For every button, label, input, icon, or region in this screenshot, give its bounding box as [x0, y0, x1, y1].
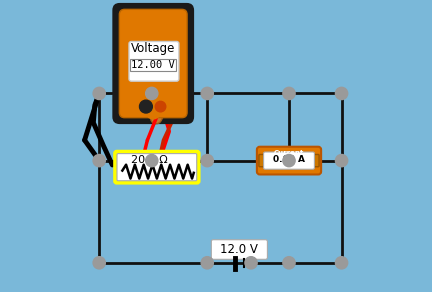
FancyBboxPatch shape: [117, 154, 197, 181]
FancyBboxPatch shape: [257, 147, 321, 175]
Circle shape: [146, 87, 158, 100]
Circle shape: [201, 154, 213, 167]
FancyBboxPatch shape: [112, 3, 194, 124]
FancyBboxPatch shape: [264, 152, 314, 169]
Text: Voltage: Voltage: [131, 42, 175, 55]
Circle shape: [93, 154, 105, 167]
Circle shape: [146, 104, 161, 119]
Text: 12.0 V: 12.0 V: [220, 243, 258, 256]
Circle shape: [335, 87, 348, 100]
Circle shape: [335, 257, 348, 269]
FancyBboxPatch shape: [211, 240, 267, 259]
Circle shape: [335, 154, 348, 167]
Circle shape: [201, 257, 213, 269]
Text: Current: Current: [274, 150, 304, 156]
Circle shape: [146, 154, 158, 167]
Circle shape: [93, 257, 105, 269]
Text: 0.60 A: 0.60 A: [273, 155, 305, 164]
Circle shape: [155, 101, 166, 112]
FancyBboxPatch shape: [119, 9, 187, 118]
Text: 20.0 Ω: 20.0 Ω: [131, 155, 168, 165]
Circle shape: [283, 87, 295, 100]
FancyBboxPatch shape: [129, 41, 179, 81]
Circle shape: [140, 100, 152, 113]
Circle shape: [201, 87, 213, 100]
FancyBboxPatch shape: [312, 154, 319, 167]
Text: 12.00 V: 12.00 V: [131, 60, 175, 70]
Circle shape: [283, 154, 295, 167]
FancyBboxPatch shape: [259, 154, 266, 167]
Circle shape: [283, 257, 295, 269]
Circle shape: [245, 257, 257, 269]
Circle shape: [93, 87, 105, 100]
Polygon shape: [150, 88, 171, 111]
